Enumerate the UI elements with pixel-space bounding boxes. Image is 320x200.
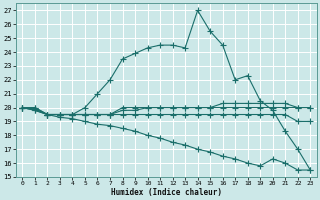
- X-axis label: Humidex (Indice chaleur): Humidex (Indice chaleur): [111, 188, 222, 197]
